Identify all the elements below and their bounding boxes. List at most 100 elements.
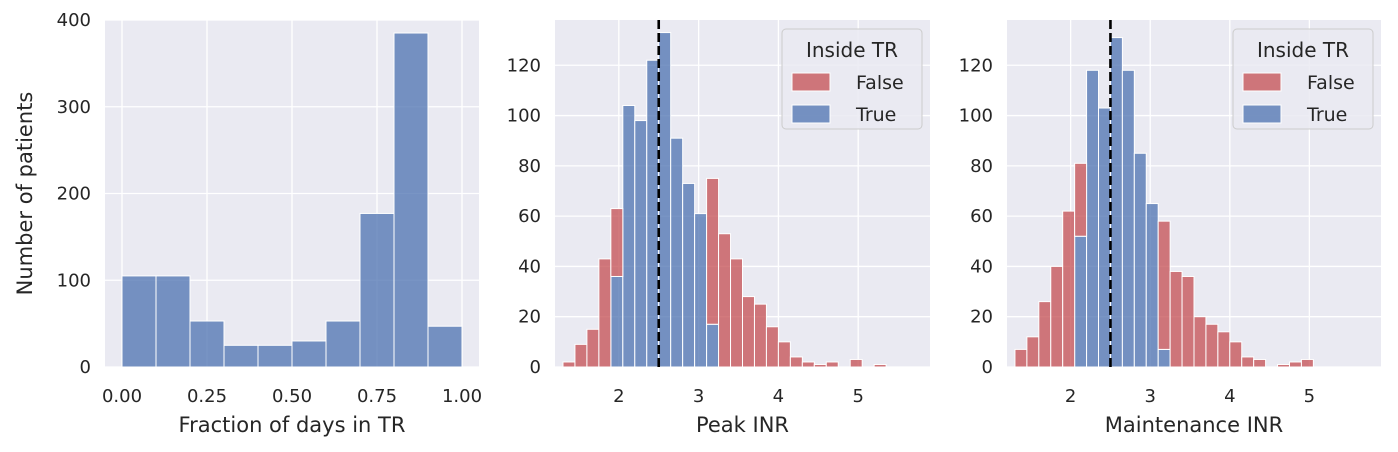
y-tick-label: 100	[57, 270, 91, 291]
bar-false-5	[1074, 162, 1088, 237]
y-tick-label: 0	[80, 357, 91, 378]
bar-true-11	[1145, 203, 1159, 368]
bar-false-2	[586, 328, 600, 368]
bar-false-16	[753, 303, 767, 368]
y-tick-label: 120	[507, 55, 541, 76]
bar-false-15	[1193, 316, 1207, 368]
x-axis-label: Peak INR	[696, 413, 789, 437]
bar-false-17	[1217, 331, 1231, 368]
bar-false-4	[610, 208, 624, 277]
bar-false-22	[1277, 363, 1290, 368]
y-tick-label: 20	[518, 307, 541, 328]
histogram-fraction-days-in-tr: 0 100 200 300 400 0.00 0.25 0.50 0.75 1.00 Fractio…	[13, 10, 482, 437]
bar-2	[189, 320, 225, 368]
bar-false-14	[730, 258, 744, 368]
bar-false-1	[574, 343, 588, 368]
bar-false-26	[873, 363, 887, 368]
bar-false-24	[849, 358, 863, 368]
bar-false-19	[1241, 356, 1255, 368]
x-axis-label: Fraction of days in TR	[179, 413, 406, 437]
legend-swatch-false	[1242, 72, 1282, 92]
y-axis-label: Number of patients	[13, 92, 37, 296]
bar-6	[325, 320, 361, 368]
x-tick-label: 4	[1224, 386, 1235, 407]
bar-true-6	[634, 120, 648, 368]
x-axis-label: Maintenance INR	[1105, 413, 1283, 437]
y-tick-label: 20	[970, 307, 993, 328]
histogram-peak-inr: 0 20 40 60 80 100 120 2 3 4 5 Peak INR Inside TR Fals…	[507, 20, 930, 437]
y-tick-label: 0	[530, 357, 541, 378]
y-tick-label: 100	[507, 106, 541, 127]
bar-false-16	[1205, 323, 1219, 368]
bar-false-13	[1169, 270, 1183, 368]
bar-false-18	[1229, 341, 1243, 368]
bar-false-13	[718, 233, 732, 368]
x-tick-label: 3	[1145, 386, 1156, 407]
bar-true-5	[622, 104, 636, 368]
legend-label-false: False	[1307, 72, 1355, 94]
bar-true-8	[1109, 37, 1123, 368]
legend-box	[1232, 28, 1374, 130]
bar-false-0	[1014, 348, 1028, 368]
bar-false-14	[1181, 275, 1195, 368]
y-tick-label: 100	[959, 106, 993, 127]
y-tick-label: 0	[982, 357, 993, 378]
bar-false-22	[825, 361, 839, 368]
bar-0	[121, 275, 157, 368]
bar-9	[427, 325, 463, 368]
y-tick-label: 120	[959, 55, 993, 76]
y-tick-label: 40	[518, 256, 541, 277]
x-tick-label: 0.00	[102, 386, 142, 407]
bar-false-20	[801, 361, 815, 368]
bar-false-19	[789, 356, 803, 368]
legend: Inside TR False True	[1232, 28, 1374, 130]
legend-swatch-true	[791, 104, 831, 124]
y-tick-label: 80	[518, 156, 541, 177]
x-tick-label: 5	[852, 386, 863, 407]
bar-3	[223, 344, 259, 368]
bar-true-10	[682, 182, 696, 368]
legend-swatch-true	[1242, 104, 1282, 124]
bar-true-6	[1086, 69, 1100, 368]
bar-true-4	[610, 275, 624, 368]
bar-true-12	[706, 323, 720, 368]
histogram-maintenance-inr: 0 20 40 60 80 100 120 2 3 4 5 Maintenance INR Inside…	[959, 20, 1381, 437]
y-tick-label: 300	[57, 97, 91, 118]
y-tick-label: 80	[970, 156, 993, 177]
bar-false-4	[1062, 210, 1076, 368]
bar-false-2	[1038, 301, 1052, 368]
x-tick-label: 2	[613, 386, 624, 407]
bar-false-3	[598, 258, 612, 368]
bar-false-1	[1026, 336, 1040, 368]
x-tick-label: 4	[773, 386, 784, 407]
legend-title: Inside TR	[1257, 38, 1349, 62]
bar-false-23	[1288, 361, 1302, 368]
bar-false-12	[1157, 220, 1171, 350]
legend-label-true: True	[855, 104, 896, 126]
legend-label-false: False	[856, 72, 904, 94]
x-tick-label: 0.25	[187, 386, 227, 407]
bar-true-11	[694, 213, 708, 368]
bar-false-21	[813, 363, 827, 368]
x-tick-label: 0.50	[272, 386, 312, 407]
x-tick-label: 2	[1065, 386, 1076, 407]
bar-true-7	[1098, 107, 1111, 368]
y-tick-label: 40	[970, 256, 993, 277]
bar-false-0	[562, 361, 576, 368]
legend: Inside TR False True	[781, 28, 923, 130]
x-tick-label: 5	[1304, 386, 1315, 407]
bar-true-5	[1074, 235, 1088, 368]
bar-8	[393, 32, 429, 368]
legend-label-true: True	[1306, 104, 1347, 126]
legend-swatch-false	[791, 72, 831, 92]
bar-false-3	[1050, 265, 1064, 368]
bar-true-7	[646, 59, 660, 368]
x-tick-label: 0.75	[357, 386, 397, 407]
y-tick-label: 60	[518, 206, 541, 227]
y-tick-label: 60	[970, 206, 993, 227]
bar-true-8	[658, 32, 672, 368]
legend-title: Inside TR	[806, 38, 898, 62]
bar-false-17	[765, 326, 779, 368]
y-tick-label: 400	[57, 10, 91, 31]
